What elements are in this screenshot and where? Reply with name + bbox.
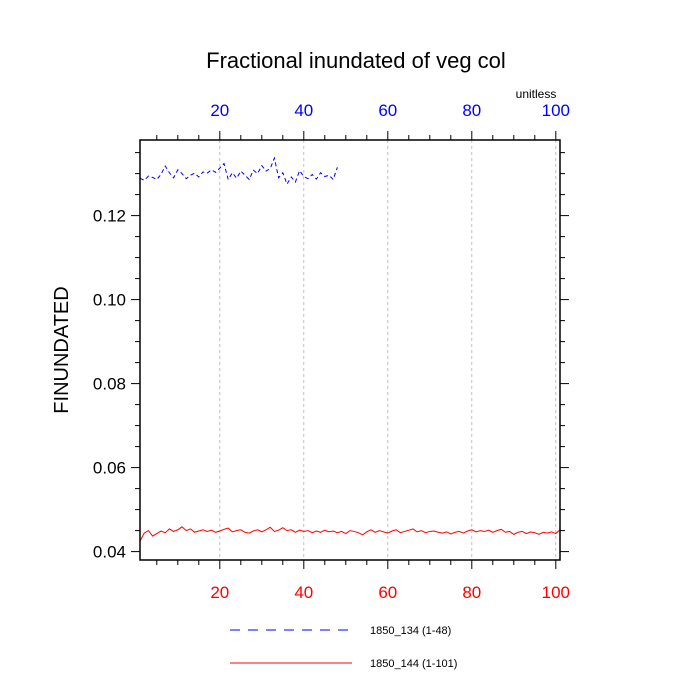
y-tick-label-2: 0.08 [93,375,126,394]
legend-label-2: 1850_144 (1-101) [370,658,457,670]
units-label: unitless [516,87,557,101]
x-tick-labels-top: 20 40 60 80 100 [210,101,570,120]
grid-lines [219,140,557,560]
x-tick-label-bottom-0: 20 [210,583,229,602]
x-tick-label-top-1: 40 [294,101,313,120]
axis-ticks [131,131,569,569]
chart-title: Fractional inundated of veg col [206,48,506,73]
x-tick-label-top-4: 100 [542,101,570,120]
y-tick-label-0: 0.04 [93,543,126,562]
x-tick-labels-bottom: 20 40 60 80 100 [210,583,570,602]
y-axis-label: FINUNDATED [51,286,73,413]
series-line-2 [139,526,561,542]
y-tick-label-1: 0.06 [93,459,126,478]
y-tick-label-3: 0.10 [93,291,126,310]
legend-label-1: 1850_134 (1-48) [370,625,451,637]
x-tick-label-bottom-3: 80 [462,583,481,602]
y-tick-label-4: 0.12 [93,207,126,226]
y-tick-labels: 0.04 0.06 0.08 0.10 0.12 [93,207,126,562]
plot-frame [139,139,561,561]
x-tick-label-bottom-1: 40 [294,583,313,602]
series-layer [139,156,561,542]
x-tick-label-bottom-4: 100 [542,583,570,602]
x-tick-label-top-2: 60 [378,101,397,120]
series-line-1 [139,156,338,186]
x-tick-label-bottom-2: 60 [378,583,397,602]
x-tick-label-top-0: 20 [210,101,229,120]
legend: 1850_134 (1-48) 1850_144 (1-101) [230,625,457,670]
x-tick-label-top-3: 80 [462,101,481,120]
